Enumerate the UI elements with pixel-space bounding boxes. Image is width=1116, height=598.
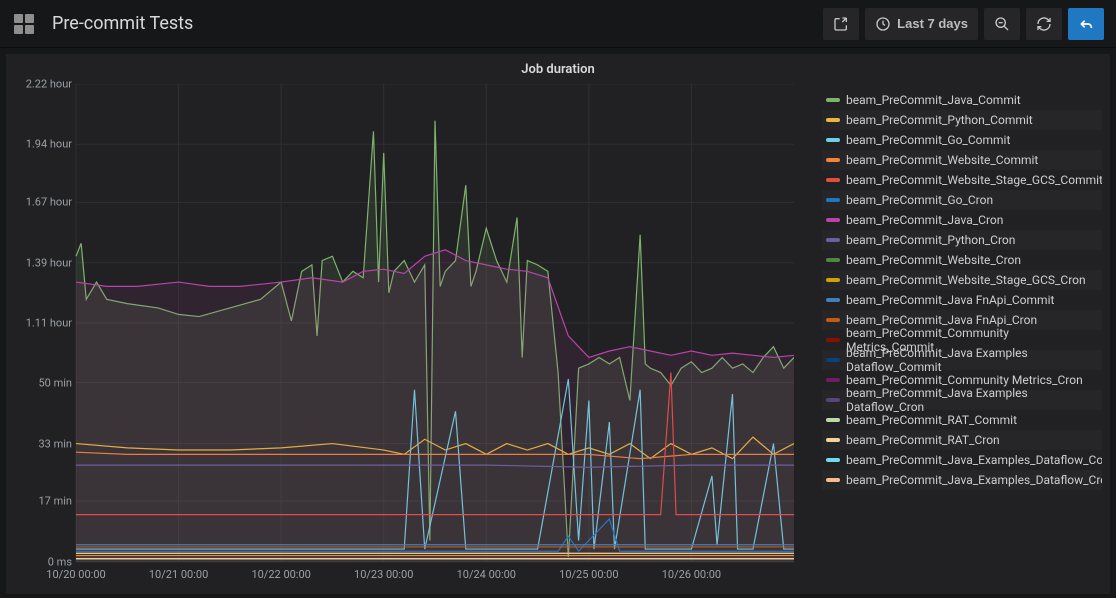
legend-label: beam_PreCommit_Website_Commit	[846, 153, 1038, 167]
legend-label: beam_PreCommit_Java Examples Dataflow_Co…	[846, 346, 1098, 374]
legend-swatch	[826, 318, 840, 322]
legend-label: beam_PreCommit_Java_Cron	[846, 213, 1003, 227]
legend-label: beam_PreCommit_Java Examples Dataflow_Cr…	[846, 386, 1098, 414]
legend-item[interactable]: beam_PreCommit_Website_Cron	[822, 250, 1102, 270]
legend-item[interactable]: beam_PreCommit_Go_Commit	[822, 130, 1102, 150]
legend-swatch	[826, 418, 840, 422]
topbar: Pre-commit Tests Last 7 days	[0, 0, 1116, 48]
legend-swatch	[826, 278, 840, 282]
legend-swatch	[826, 358, 840, 362]
legend-swatch	[826, 378, 840, 382]
legend-item[interactable]: beam_PreCommit_Website_Commit	[822, 150, 1102, 170]
legend-swatch	[826, 398, 840, 402]
legend-label: beam_PreCommit_Python_Commit	[846, 113, 1033, 127]
legend-swatch	[826, 158, 840, 162]
legend-swatch	[826, 458, 840, 462]
legend-label: beam_PreCommit_RAT_Cron	[846, 433, 1000, 447]
legend-swatch	[826, 118, 840, 122]
legend-swatch	[826, 138, 840, 142]
legend-swatch	[826, 258, 840, 262]
y-axis-tick: 33 min	[39, 437, 73, 450]
legend-label: beam_PreCommit_Java_Examples_Dataflow_Cr…	[846, 473, 1102, 487]
x-axis-tick: 10/21 00:00	[149, 568, 208, 581]
legend-label: beam_PreCommit_Java_Examples_Dataflow_Co…	[846, 453, 1102, 467]
x-axis-tick: 10/26 00:00	[662, 568, 721, 581]
legend-swatch	[826, 98, 840, 102]
y-axis-tick: 17 min	[39, 495, 73, 508]
legend-label: beam_PreCommit_Community Metrics_Cron	[846, 373, 1083, 387]
legend-item[interactable]: beam_PreCommit_Website_Stage_GCS_Commit	[822, 170, 1102, 190]
legend-swatch	[826, 198, 840, 202]
refresh-button[interactable]	[1026, 8, 1062, 40]
legend-item[interactable]: beam_PreCommit_Python_Commit	[822, 110, 1102, 130]
y-axis-tick: 0 ms	[48, 556, 72, 569]
y-axis-tick: 50 min	[39, 376, 73, 389]
zoom-out-button[interactable]	[984, 8, 1020, 40]
legend-item[interactable]: beam_PreCommit_Python_Cron	[822, 230, 1102, 250]
legend-item[interactable]: beam_PreCommit_Java_Commit	[822, 90, 1102, 110]
x-axis-tick: 10/25 00:00	[559, 568, 618, 581]
legend-swatch	[826, 298, 840, 302]
legend-label: beam_PreCommit_Java FnApi_Cron	[846, 313, 1037, 327]
legend-swatch	[826, 178, 840, 182]
legend-swatch	[826, 338, 840, 342]
x-axis-tick: 10/23 00:00	[354, 568, 413, 581]
legend-item[interactable]: beam_PreCommit_Go_Cron	[822, 190, 1102, 210]
legend-label: beam_PreCommit_Java FnApi_Commit	[846, 293, 1054, 307]
legend-item[interactable]: beam_PreCommit_Java_Examples_Dataflow_Cr…	[822, 470, 1102, 490]
legend-swatch	[826, 238, 840, 242]
legend-item[interactable]: beam_PreCommit_Java_Cron	[822, 210, 1102, 230]
x-axis-tick: 10/24 00:00	[457, 568, 516, 581]
legend-label: beam_PreCommit_Go_Cron	[846, 193, 993, 207]
back-button[interactable]	[1068, 8, 1104, 40]
y-axis-tick: 2.22 hour	[26, 78, 72, 91]
legend-label: beam_PreCommit_Website_Stage_GCS_Cron	[846, 273, 1086, 287]
legend-label: beam_PreCommit_Go_Commit	[846, 133, 1010, 147]
dashboard-title[interactable]: Pre-commit Tests	[52, 13, 193, 34]
legend-swatch	[826, 438, 840, 442]
y-axis-tick: 1.67 hour	[26, 196, 72, 209]
legend-label: beam_PreCommit_Website_Stage_GCS_Commit	[846, 173, 1102, 187]
legend-item[interactable]: beam_PreCommit_Website_Stage_GCS_Cron	[822, 270, 1102, 290]
y-axis-tick: 1.94 hour	[26, 138, 72, 151]
x-axis-tick: 10/22 00:00	[251, 568, 310, 581]
y-axis-tick: 1.39 hour	[26, 256, 72, 269]
legend-label: beam_PreCommit_RAT_Commit	[846, 413, 1017, 427]
time-range-label: Last 7 days	[897, 16, 968, 31]
legend-item[interactable]: beam_PreCommit_RAT_Cron	[822, 430, 1102, 450]
x-axis-tick: 10/20 00:00	[46, 568, 105, 581]
legend-item[interactable]: beam_PreCommit_Java FnApi_Commit	[822, 290, 1102, 310]
time-range-button[interactable]: Last 7 days	[865, 8, 978, 40]
legend-item[interactable]: beam_PreCommit_Java_Examples_Dataflow_Co…	[822, 450, 1102, 470]
legend-item[interactable]: beam_PreCommit_Java Examples Dataflow_Co…	[822, 350, 1102, 370]
legend-item[interactable]: beam_PreCommit_Java Examples Dataflow_Cr…	[822, 390, 1102, 410]
legend-label: beam_PreCommit_Python_Cron	[846, 233, 1015, 247]
share-button[interactable]	[823, 8, 859, 40]
legend-swatch	[826, 218, 840, 222]
legend: beam_PreCommit_Java_Commit beam_PreCommit…	[794, 84, 1102, 586]
dashboard-icon[interactable]	[12, 12, 36, 36]
chart-panel: Job duration 2.22 hour 1.94 hour 1.67 hour…	[6, 54, 1110, 594]
legend-label: beam_PreCommit_Website_Cron	[846, 253, 1021, 267]
y-axis-tick: 1.11 hour	[26, 317, 72, 330]
panel-title[interactable]: Job duration	[6, 54, 1110, 81]
chart-plot-area[interactable]: 2.22 hour1.94 hour1.67 hour1.39 hour1.11…	[14, 84, 794, 586]
legend-swatch	[826, 478, 840, 482]
legend-label: beam_PreCommit_Java_Commit	[846, 93, 1021, 107]
